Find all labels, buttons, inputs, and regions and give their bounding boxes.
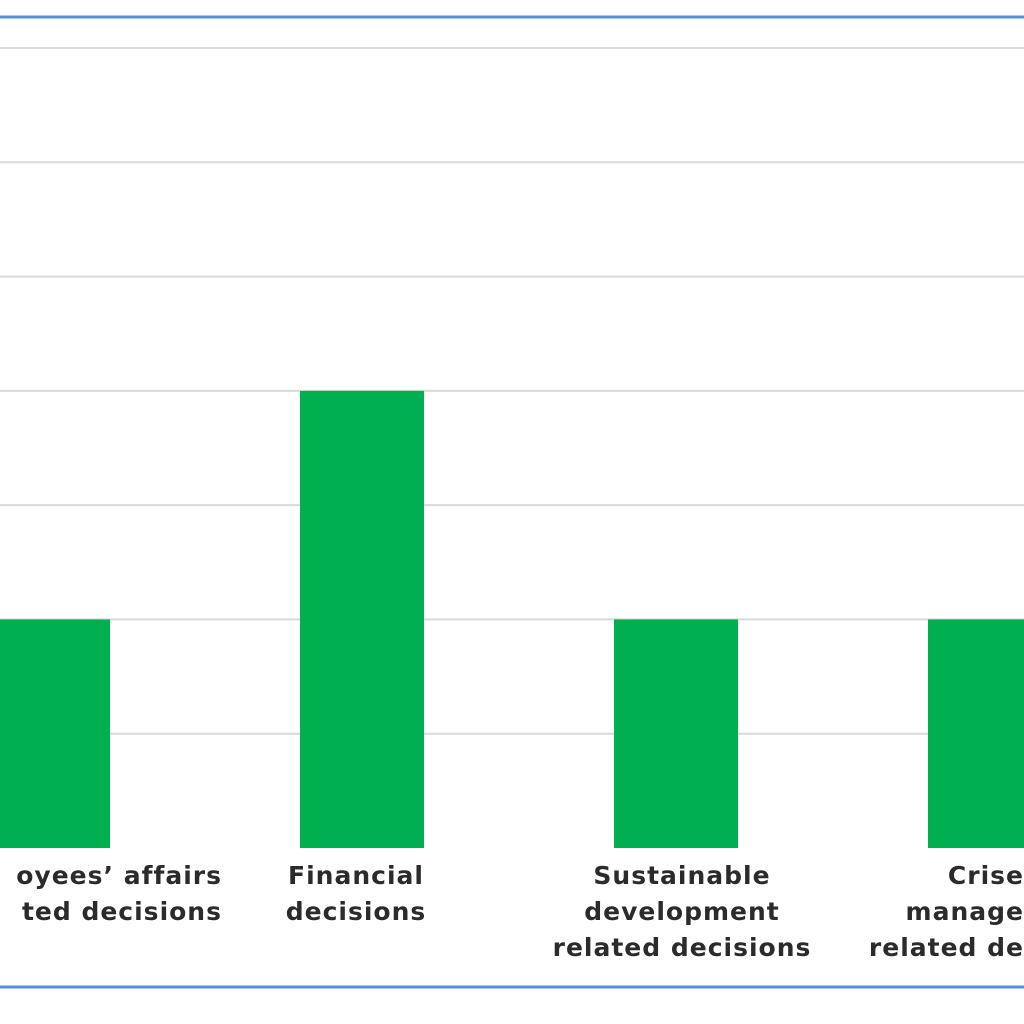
bar-1 xyxy=(0,619,110,848)
x-tick-label-line: ted decisions xyxy=(22,897,222,926)
x-tick-label-line: manage xyxy=(906,897,1024,926)
x-tick-label-line: related decisions xyxy=(553,933,812,962)
x-tick-label-line: Sustainable xyxy=(593,861,770,890)
x-tick-label-line: Crise xyxy=(948,861,1024,890)
x-tick-label-1: oyees’ affairs ted decisions xyxy=(16,861,222,926)
x-tick-label-line: Financial xyxy=(288,861,424,890)
bar-2 xyxy=(300,390,424,848)
x-tick-label-line: decisions xyxy=(286,897,427,926)
x-tick-label-line: oyees’ affairs xyxy=(16,861,222,890)
x-tick-label-line: development xyxy=(584,897,780,926)
category-labels: oyees’ affairs ted decisions Financial deci… xyxy=(16,861,1024,962)
x-tick-label-3: Sustainable development related decisions xyxy=(553,861,812,962)
x-tick-label-4: Crise manage related de xyxy=(869,861,1024,962)
bars xyxy=(0,390,1024,848)
bar-3 xyxy=(614,619,738,848)
x-tick-label-line: related de xyxy=(869,933,1024,962)
x-tick-label-2: Financial decisions xyxy=(286,861,427,926)
gridlines xyxy=(0,47,1024,735)
bar-4 xyxy=(928,619,1024,848)
